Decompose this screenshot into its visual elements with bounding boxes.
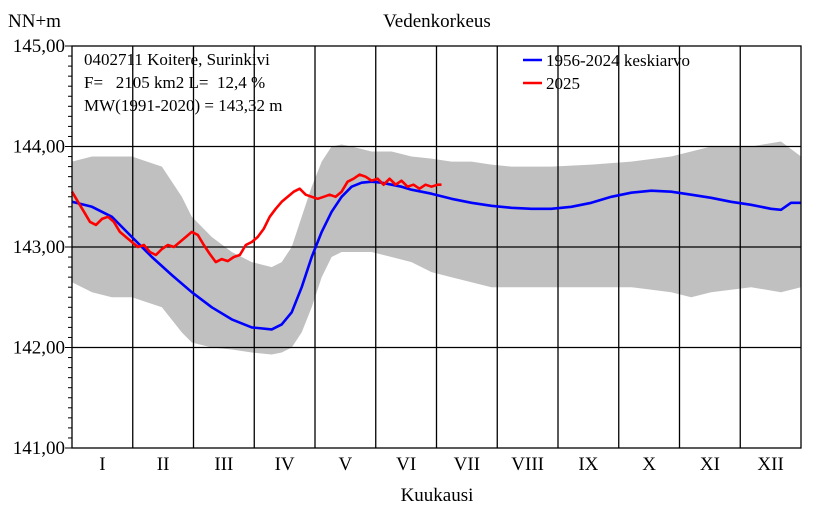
info-line-station: 0402711 Koitere, Surinkivi xyxy=(84,50,270,69)
x-tick-label-6: VII xyxy=(454,454,480,475)
x-tick-label-9: X xyxy=(642,454,656,475)
y-tick-label-0: 141,00 xyxy=(13,438,65,459)
x-tick-label-11: XII xyxy=(757,454,783,475)
x-tick-label-1: II xyxy=(157,454,170,475)
x-tick-label-4: V xyxy=(339,454,353,475)
series-group xyxy=(70,173,801,331)
y-tick-label-3: 144,00 xyxy=(13,137,65,158)
x-tick-label-10: XI xyxy=(700,454,720,475)
legend-label-mean: 1956-2024 keskiarvo xyxy=(546,51,690,70)
x-axis-label: Kuukausi xyxy=(401,485,474,506)
y-axis-label: NN+m xyxy=(8,11,61,32)
x-ticks: I II III IV V VI VII VIII IX X XI XII xyxy=(99,454,784,475)
y-ticks: 141,00 142,00 143,00 144,00 145,00 xyxy=(13,36,72,459)
y-tick-label-2: 143,00 xyxy=(13,237,65,258)
series-line-0 xyxy=(71,180,801,331)
info-line-mw: MW(1991-2020) = 143,32 m xyxy=(84,96,282,115)
x-tick-label-5: VI xyxy=(396,454,416,475)
x-tick-label-0: I xyxy=(99,454,105,475)
info-box: 0402711 Koitere, Surinkivi F= 2105 km2 L… xyxy=(84,50,282,115)
grid xyxy=(72,46,801,448)
y-tick-label-1: 142,00 xyxy=(13,338,65,359)
chart-title: Vedenkorkeus xyxy=(383,11,491,32)
info-line-area: F= 2105 km2 L= 12,4 % xyxy=(84,73,265,92)
legend-label-2025: 2025 xyxy=(546,74,580,93)
series-line-1 xyxy=(70,173,442,264)
x-tick-label-3: IV xyxy=(275,454,295,475)
x-tick-label-7: VIII xyxy=(511,454,544,475)
y-tick-label-4: 145,00 xyxy=(13,36,65,57)
x-tick-label-8: IX xyxy=(578,454,598,475)
legend: 1956-2024 keskiarvo 2025 xyxy=(523,51,690,93)
x-tick-label-2: III xyxy=(214,454,233,475)
